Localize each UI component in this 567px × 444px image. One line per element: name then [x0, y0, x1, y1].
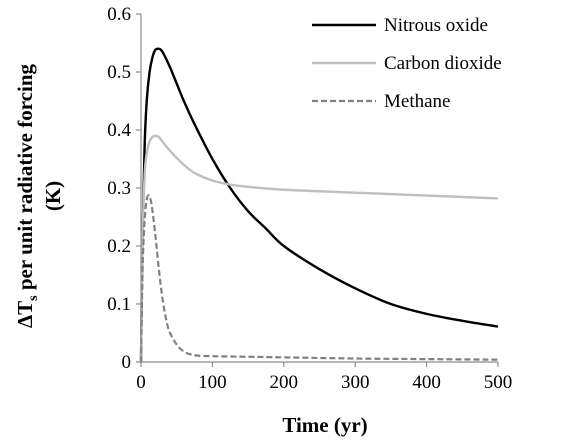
axes-group: 0 0.1 0.2 0.3 0.4 0.5 0.6 0 100 200 300 400 500 [107, 4, 512, 393]
y-tick-label: 0.3 [107, 178, 131, 199]
y-axis-title-text: per unit radiative forcing [13, 63, 37, 295]
y-tick-label: 0.4 [107, 120, 131, 141]
x-tick-label: 200 [270, 372, 299, 393]
plot-series-group [139, 47, 499, 363]
series-line-methane [139, 194, 499, 363]
legend-label-nitrous-oxide: Nitrous oxide [384, 15, 488, 36]
y-axis-title-unit: (K) [41, 181, 65, 211]
y-tick-label: 0.5 [107, 62, 131, 83]
y-axis-title: ΔTs per unit radiative forcing [13, 63, 41, 328]
series-line-carbon-dioxide [139, 134, 499, 363]
y-axis-title-subscript: s [26, 295, 41, 301]
legend-label-methane: Methane [384, 91, 450, 112]
y-axis-title-symbol: ΔT [13, 301, 37, 328]
y-tick-label: 0 [122, 352, 132, 373]
y-tick-label: 0.6 [107, 4, 131, 25]
legend: Nitrous oxide Carbon dioxide Methane [312, 15, 502, 112]
y-tick-label: 0.2 [107, 236, 131, 257]
y-tick-label: 0.1 [107, 294, 131, 315]
x-tick-label: 500 [484, 372, 513, 393]
x-tick-label: 0 [136, 372, 146, 393]
x-tick-label: 300 [341, 372, 370, 393]
x-tick-label: 100 [198, 372, 227, 393]
series-line-nitrous-oxide [139, 47, 499, 363]
legend-label-carbon-dioxide: Carbon dioxide [384, 53, 502, 74]
x-tick-label: 400 [412, 372, 441, 393]
x-axis-title: Time (yr) [282, 413, 367, 437]
